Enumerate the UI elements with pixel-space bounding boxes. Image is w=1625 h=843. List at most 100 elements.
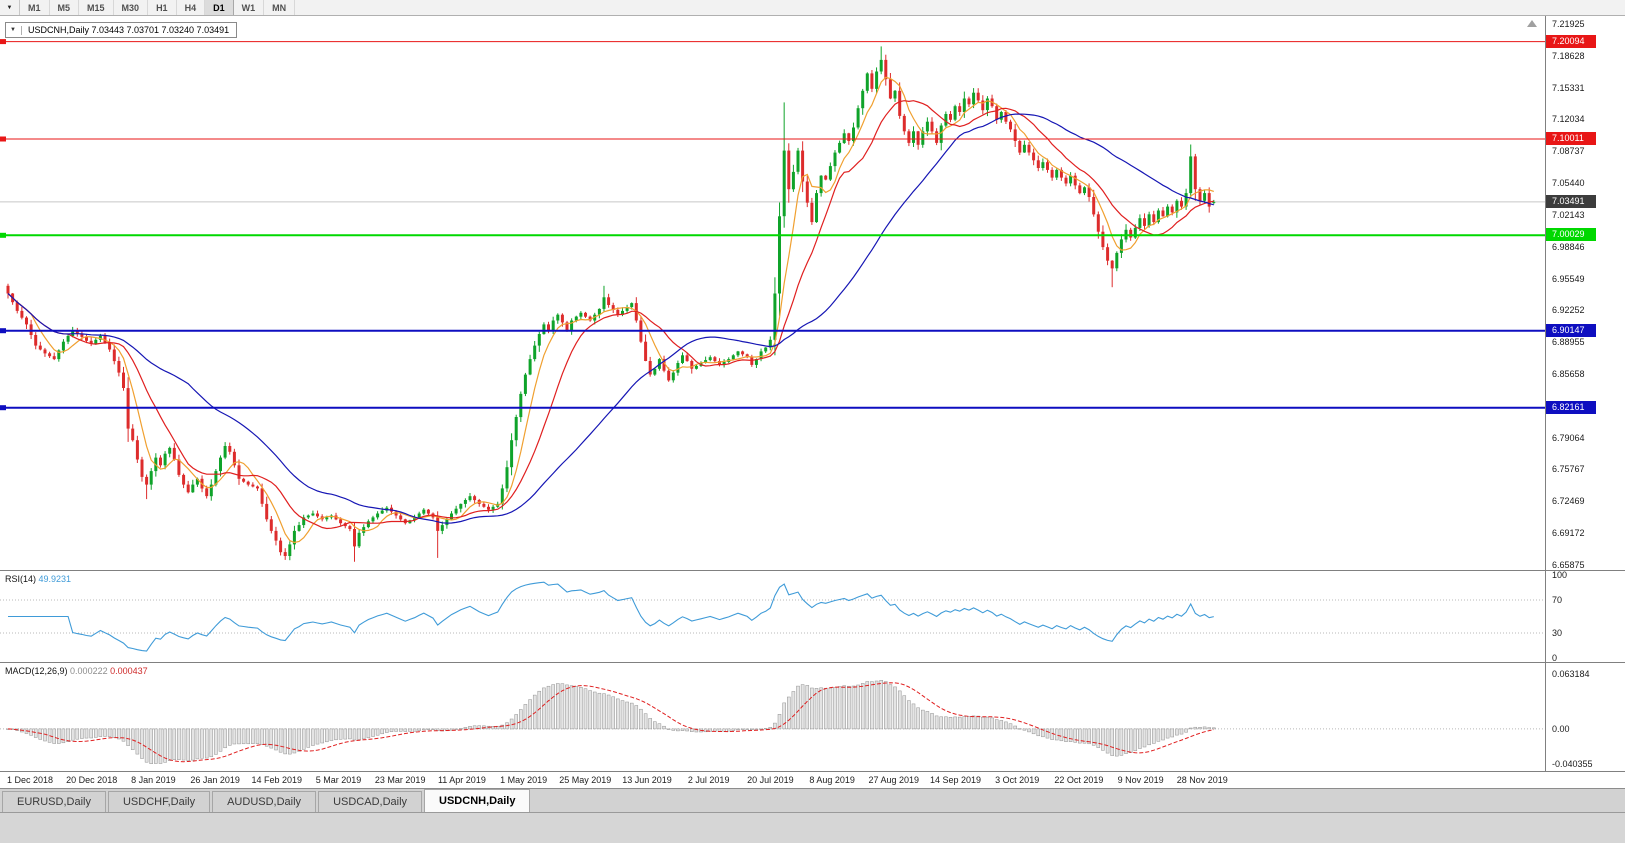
- price-axis-label: 7.21925: [1552, 18, 1585, 29]
- macd-signal-line: [7, 682, 1214, 763]
- date-label: 1 Dec 2018: [6, 775, 54, 785]
- price-axis-label: 6.92252: [1552, 305, 1585, 316]
- date-label: 2 Jul 2019: [687, 775, 730, 785]
- price-axis-label: 6.75767: [1552, 464, 1585, 475]
- rsi-axis-label: 30: [1552, 628, 1563, 639]
- macd-axis-label: 0.063184: [1552, 668, 1590, 679]
- timeframe-m1[interactable]: M1: [20, 0, 50, 15]
- date-label: 11 Apr 2019: [437, 775, 486, 785]
- bid-price-tag: 7.03491: [1546, 194, 1596, 208]
- macd-axis: 0.063184 0.00 -0.040355: [1545, 663, 1625, 771]
- timeframe-buttons: M1 M5 M15 M30 H1 H4 D1 W1 MN: [20, 0, 296, 15]
- rsi-axis-label: 100: [1552, 571, 1568, 581]
- rsi-title: RSI(14): [5, 574, 37, 584]
- ma-mid-line: [7, 100, 1214, 530]
- price-plot[interactable]: ▼ USDCNH,Daily 7.03443 7.03701 7.03240 7…: [0, 16, 1545, 570]
- price-axis-label: 6.79064: [1552, 432, 1585, 443]
- date-label: 9 Nov 2019: [1117, 775, 1164, 785]
- price-axis-label: 7.18628: [1552, 50, 1585, 61]
- price-tag-6.82161: 6.82161: [1546, 400, 1596, 414]
- date-label: 26 Jan 2019: [190, 775, 240, 785]
- timeframe-h1[interactable]: H1: [148, 0, 177, 15]
- price-axis-label: 6.65875: [1552, 559, 1585, 570]
- symbol-ohlc-text: USDCNH,Daily 7.03443 7.03701 7.03240 7.0…: [27, 25, 230, 35]
- price-axis-label: 6.85658: [1552, 368, 1585, 379]
- price-axis-label: 7.15331: [1552, 82, 1585, 93]
- macd-canvas: [0, 680, 1545, 764]
- rsi-label: RSI(14) 49.9231: [5, 574, 71, 584]
- candles-layer: [6, 46, 1216, 562]
- status-bar: [0, 812, 1625, 843]
- date-label: 20 Dec 2018: [66, 775, 118, 785]
- date-label: 14 Feb 2019: [251, 775, 303, 785]
- panel-resize-divider[interactable]: [0, 662, 1625, 663]
- price-tag-7.20094: 7.20094: [1546, 34, 1596, 48]
- price-axis-label: 7.12034: [1552, 114, 1585, 125]
- timeframe-m30[interactable]: M30: [114, 0, 149, 15]
- date-label: 23 Mar 2019: [374, 775, 426, 785]
- level-line-anchor: [0, 232, 6, 238]
- chart-tabs: EURUSD,Daily USDCHF,Daily AUDUSD,Daily USDC…: [0, 788, 1625, 812]
- level-line-anchor: [0, 136, 6, 142]
- date-label: 27 Aug 2019: [868, 775, 920, 785]
- macd-signal-value: 0.000437: [110, 666, 148, 676]
- scroll-to-end-marker[interactable]: [1527, 20, 1537, 27]
- price-axis-label: 6.72469: [1552, 496, 1585, 507]
- timeframe-m15[interactable]: M15: [79, 0, 114, 15]
- price-chart-panel: ▼ USDCNH,Daily 7.03443 7.03701 7.03240 7…: [0, 16, 1625, 570]
- ma-fast-line: [7, 76, 1214, 544]
- timeframe-mn[interactable]: MN: [264, 0, 296, 15]
- panel-resize-divider[interactable]: [0, 570, 1625, 571]
- macd-label: MACD(12,26,9) 0.000222 0.000437: [5, 666, 148, 676]
- timeframe-w1[interactable]: W1: [234, 0, 265, 15]
- toolbar-dropdown-icon[interactable]: ▼: [0, 0, 20, 15]
- date-label: 22 Oct 2019: [1054, 775, 1104, 785]
- price-axis-label: 7.08737: [1552, 146, 1585, 157]
- macd-axis-label: -0.040355: [1552, 758, 1593, 769]
- date-label: 25 May 2019: [559, 775, 612, 785]
- tab-audusd-daily[interactable]: AUDUSD,Daily: [212, 791, 317, 812]
- rsi-line: [8, 581, 1214, 652]
- ma-slow-line: [7, 113, 1214, 524]
- rsi-plot[interactable]: RSI(14) 49.9231: [0, 571, 1545, 662]
- date-label: 20 Jul 2019: [747, 775, 794, 785]
- symbol-ohlc-box[interactable]: ▼ USDCNH,Daily 7.03443 7.03701 7.03240 7…: [5, 22, 238, 38]
- macd-title: MACD(12,26,9): [5, 666, 68, 676]
- price-axis-label: 7.05440: [1552, 178, 1585, 189]
- price-tag-6.90147: 6.90147: [1546, 323, 1596, 337]
- timeframe-toolbar: ▼ M1 M5 M15 M30 H1 H4 D1 W1 MN: [0, 0, 1625, 16]
- macd-histogram: [6, 680, 1216, 764]
- price-axis-label: 6.98846: [1552, 241, 1585, 252]
- tab-usdcnh-daily[interactable]: USDCNH,Daily: [424, 789, 531, 812]
- date-label: 13 Jun 2019: [622, 775, 672, 785]
- tab-usdcad-daily[interactable]: USDCAD,Daily: [318, 791, 423, 812]
- level-line-anchor: [0, 405, 6, 411]
- rsi-canvas: [0, 581, 1545, 652]
- macd-plot[interactable]: MACD(12,26,9) 0.000222 0.000437: [0, 663, 1545, 771]
- macd-axis-label: 0.00: [1552, 723, 1570, 734]
- price-axis-label: 6.95549: [1552, 273, 1585, 284]
- tab-eurusd-daily[interactable]: EURUSD,Daily: [2, 791, 106, 812]
- date-label: 8 Jan 2019: [131, 775, 176, 785]
- price-axis: 7.21925 7.18628 7.15331 7.12034 7.08737 7.054…: [1545, 16, 1625, 570]
- tab-usdchf-daily[interactable]: USDCHF,Daily: [107, 791, 211, 812]
- level-line-anchor: [0, 328, 6, 334]
- price-tag-7.10011: 7.10011: [1546, 131, 1596, 145]
- timeframe-h4[interactable]: H4: [177, 0, 206, 15]
- date-label: 8 Aug 2019: [809, 775, 855, 785]
- rsi-value: 49.9231: [38, 574, 72, 584]
- price-axis-label: 6.88955: [1552, 337, 1585, 348]
- timeframe-m5[interactable]: M5: [50, 0, 80, 15]
- date-label: 28 Nov 2019: [1176, 775, 1228, 785]
- rsi-axis-label: 0: [1552, 652, 1558, 662]
- timeframe-d1[interactable]: D1: [205, 0, 234, 15]
- one-click-trading-icon[interactable]: ▼: [10, 25, 22, 35]
- rsi-panel: RSI(14) 49.9231 100 70 30 0: [0, 571, 1625, 662]
- rsi-axis: 100 70 30 0: [1545, 571, 1625, 662]
- price-tag-7.00029: 7.00029: [1546, 228, 1596, 242]
- level-line-anchor: [0, 39, 6, 45]
- date-label: 5 Mar 2019: [315, 775, 362, 785]
- macd-panel: MACD(12,26,9) 0.000222 0.000437 0.063184…: [0, 663, 1625, 771]
- price-chart-canvas: [0, 39, 1545, 562]
